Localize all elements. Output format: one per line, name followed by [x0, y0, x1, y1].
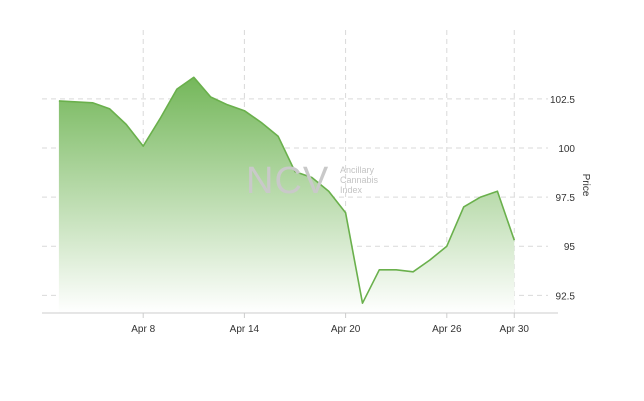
y-axis-title: Price: [580, 174, 591, 197]
x-tick-label: Apr 14: [230, 324, 260, 335]
y-tick-label: 95: [564, 242, 576, 253]
x-tick-label: Apr 30: [500, 324, 530, 335]
watermark-line-3: Index: [340, 185, 363, 195]
watermark-line-1: Ancillary: [340, 165, 375, 175]
y-tick-label: 97.5: [556, 193, 576, 204]
y-tick-label: 102.5: [550, 95, 575, 106]
watermark-ncv: NCV: [246, 160, 329, 202]
series-line: [58, 76, 516, 304]
watermark-logo: NCV Ancillary Cannabis Index: [246, 160, 379, 202]
y-tick-label: 100: [558, 144, 575, 155]
series-area-fill: [58, 77, 515, 313]
axes: 92.5 95 97.5 100 102.5 Apr 8 Apr 14 Apr 20 Apr 2…: [42, 95, 575, 335]
x-tick-label: Apr 8: [131, 324, 155, 335]
area-series: [58, 76, 516, 313]
watermark-line-2: Cannabis: [340, 175, 379, 185]
x-tick-label: Apr 20: [331, 324, 361, 335]
x-tick-label: Apr 26: [432, 324, 462, 335]
y-tick-label: 92.5: [556, 291, 576, 302]
